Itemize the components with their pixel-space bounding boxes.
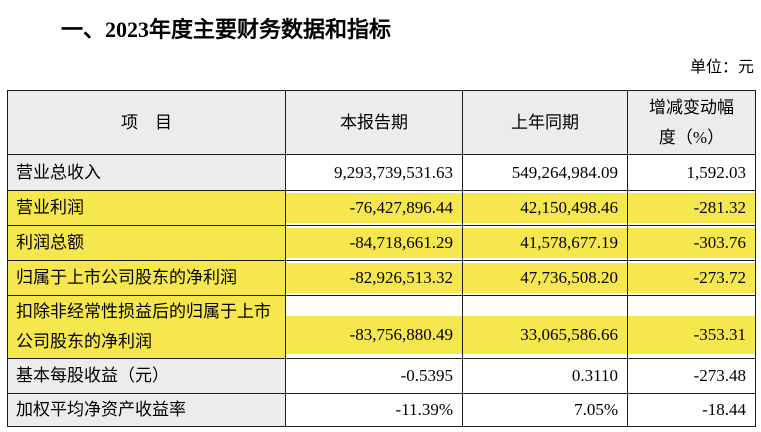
col-header-change-pct: 增减变动幅 度（%） [627,90,756,155]
table-row: 营业总收入 9,293,739,531.63 549,264,984.09 1,592… [7,154,756,191]
cell-item: 加权平均净资产收益率 [7,393,286,427]
cell-item: 利润总额 [7,225,286,261]
cell-current-period: -11.39% [285,393,463,427]
table-row: 加权平均净资产收益率 -11.39% 7.05% -18.44 [7,393,756,427]
col-header-prior-period: 上年同期 [462,90,628,155]
table-row: 扣除非经常性损益后的归属于上市公司股东的净利润 -83,756,880.49 33,… [7,295,756,359]
cell-current-period: -83,756,880.49 [285,295,463,359]
financial-table: 项 目 本报告期 上年同期 增减变动幅 度（%） 营业总收入 9,293,739,… [7,90,756,427]
cell-item: 归属于上市公司股东的净利润 [7,260,286,296]
cell-change-pct: -273.48 [627,358,756,394]
table-row: 归属于上市公司股东的净利润 -82,926,513.32 47,736,508.20… [7,260,756,296]
cell-prior-period: 0.3110 [462,358,628,394]
highlight-band: 33,065,586.66 [463,316,627,354]
table-row: 营业利润 -76,427,896.44 42,150,498.46 -281.32 [7,190,756,226]
cell-prior-period: 42,150,498.46 [462,190,628,226]
cell-item: 扣除非经常性损益后的归属于上市公司股东的净利润 [7,295,286,359]
col-header-item: 项 目 [7,90,286,155]
highlight-band: -83,756,880.49 [286,316,462,354]
col-header-current-period: 本报告期 [285,90,463,155]
cell-prior-period: 549,264,984.09 [462,154,628,191]
table-row: 利润总额 -84,718,661.29 41,578,677.19 -303.76 [7,225,756,261]
cell-prior-period: 33,065,586.66 [462,295,628,359]
header-row: 项 目 本报告期 上年同期 增减变动幅 度（%） [7,90,756,155]
cell-current-period: -76,427,896.44 [285,190,463,226]
cell-change-pct: -303.76 [627,225,756,261]
cell-change-pct: -353.31 [627,295,756,359]
cell-change-pct: 1,592.03 [627,154,756,191]
cell-current-period: -0.5395 [285,358,463,394]
cell-item: 基本每股收益（元） [7,358,286,394]
highlight-band: -353.31 [628,316,755,354]
cell-current-period: 9,293,739,531.63 [285,154,463,191]
cell-prior-period: 47,736,508.20 [462,260,628,296]
cell-change-pct: -273.72 [627,260,756,296]
cell-prior-period: 7.05% [462,393,628,427]
cell-current-period: -82,926,513.32 [285,260,463,296]
cell-prior-period: 41,578,677.19 [462,225,628,261]
cell-item: 营业总收入 [7,154,286,191]
unit-label: 单位：元 [689,59,754,76]
cell-change-pct: -18.44 [627,393,756,427]
cell-item: 营业利润 [7,190,286,226]
table-row: 基本每股收益（元） -0.5395 0.3110 -273.48 [7,358,756,394]
cell-current-period: -84,718,661.29 [285,225,463,261]
section-title: 一、2023年度主要财务数据和指标 [61,17,392,42]
cell-change-pct: -281.32 [627,190,756,226]
